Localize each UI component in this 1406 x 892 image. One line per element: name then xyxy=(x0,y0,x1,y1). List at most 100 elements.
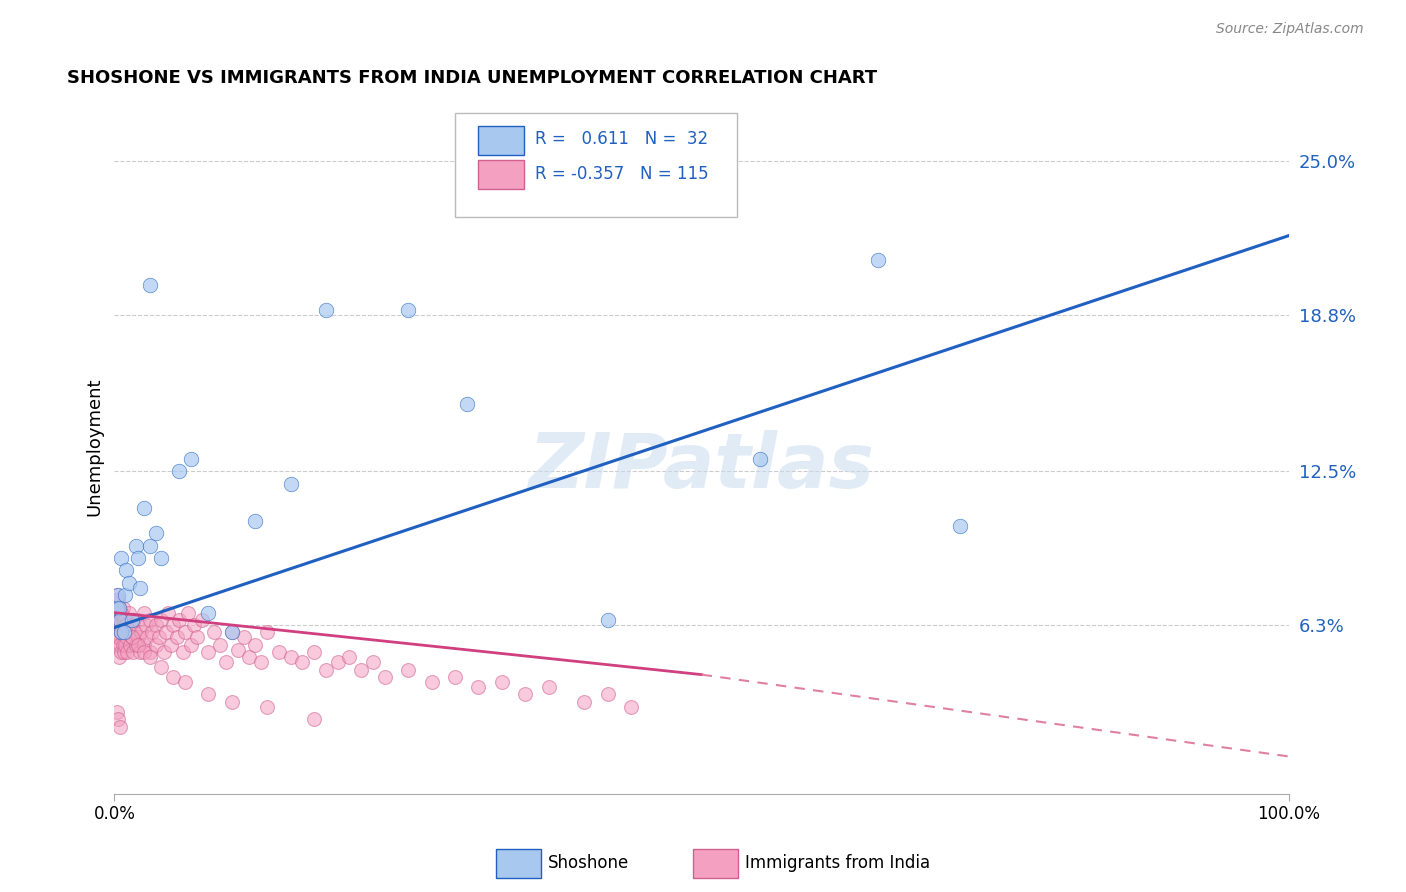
Point xyxy=(197,688,219,702)
Point xyxy=(202,625,225,640)
Text: R =   0.611   N =  32: R = 0.611 N = 32 xyxy=(534,130,709,148)
Point xyxy=(596,613,619,627)
Point xyxy=(145,638,167,652)
Point xyxy=(749,451,772,466)
Point xyxy=(150,660,173,674)
Point xyxy=(105,600,128,615)
Point xyxy=(256,625,278,640)
Point xyxy=(110,618,132,632)
Point xyxy=(152,645,174,659)
Point xyxy=(337,650,360,665)
Point xyxy=(110,645,132,659)
Point xyxy=(129,645,152,659)
Point xyxy=(396,663,419,677)
Point xyxy=(315,303,337,318)
Point xyxy=(197,645,219,659)
Point xyxy=(117,645,139,659)
Point xyxy=(515,688,537,702)
Point xyxy=(420,675,443,690)
Point xyxy=(108,631,131,645)
Point xyxy=(191,613,214,627)
Point xyxy=(373,670,395,684)
Point xyxy=(110,625,132,640)
Point xyxy=(108,613,131,627)
Point xyxy=(232,631,254,645)
Point xyxy=(115,618,138,632)
Point xyxy=(110,613,132,627)
Point xyxy=(162,618,184,632)
Point xyxy=(105,596,128,610)
Point xyxy=(124,539,146,553)
Text: SHOSHONE VS IMMIGRANTS FROM INDIA UNEMPLOYMENT CORRELATION CHART: SHOSHONE VS IMMIGRANTS FROM INDIA UNEMPL… xyxy=(67,69,877,87)
Point xyxy=(105,613,128,627)
Point xyxy=(250,655,273,669)
Point xyxy=(117,625,139,640)
Point xyxy=(491,675,513,690)
Point xyxy=(150,551,173,566)
Text: ZIPatlas: ZIPatlas xyxy=(529,430,875,504)
Point xyxy=(115,564,138,578)
Point xyxy=(350,663,373,677)
Point xyxy=(315,663,337,677)
Text: Immigrants from India: Immigrants from India xyxy=(745,855,931,872)
Point xyxy=(107,593,129,607)
Point xyxy=(124,638,146,652)
Point xyxy=(104,606,127,620)
Point xyxy=(596,688,619,702)
Point xyxy=(132,645,155,659)
Point xyxy=(138,539,160,553)
Point xyxy=(467,680,489,694)
Point xyxy=(117,575,139,590)
Point xyxy=(115,631,138,645)
Point xyxy=(221,695,243,709)
Point xyxy=(226,642,249,657)
Point xyxy=(114,588,136,602)
Point xyxy=(180,451,202,466)
Point xyxy=(104,625,127,640)
Point xyxy=(173,625,195,640)
FancyBboxPatch shape xyxy=(478,126,524,154)
Point xyxy=(117,606,139,620)
Point xyxy=(107,600,129,615)
Point xyxy=(177,606,200,620)
Point xyxy=(302,712,325,726)
Point xyxy=(221,625,243,640)
Point xyxy=(112,625,135,640)
Point xyxy=(145,526,167,541)
Point xyxy=(280,650,302,665)
Point xyxy=(148,631,170,645)
Point xyxy=(110,606,132,620)
Point xyxy=(121,631,143,645)
Point xyxy=(173,675,195,690)
Point xyxy=(124,625,146,640)
Point xyxy=(127,631,149,645)
Point xyxy=(138,650,160,665)
Point xyxy=(444,670,467,684)
Y-axis label: Unemployment: Unemployment xyxy=(86,377,103,516)
Point xyxy=(291,655,314,669)
Point xyxy=(127,613,149,627)
Point xyxy=(122,645,145,659)
Point xyxy=(132,638,155,652)
Point xyxy=(114,638,136,652)
Point xyxy=(221,625,243,640)
Point xyxy=(302,645,325,659)
Point xyxy=(105,631,128,645)
Point xyxy=(361,655,384,669)
Point xyxy=(145,618,167,632)
Text: Shoshone: Shoshone xyxy=(548,855,630,872)
Point xyxy=(180,638,202,652)
Point xyxy=(112,625,135,640)
Point xyxy=(167,613,190,627)
Point xyxy=(183,618,205,632)
Point xyxy=(120,618,142,632)
Point xyxy=(127,551,149,566)
Point xyxy=(280,476,302,491)
Point xyxy=(132,501,155,516)
Point xyxy=(110,625,132,640)
Point xyxy=(112,613,135,627)
Point xyxy=(138,278,160,293)
Point xyxy=(112,645,135,659)
Point xyxy=(456,397,478,411)
Point xyxy=(110,638,132,652)
